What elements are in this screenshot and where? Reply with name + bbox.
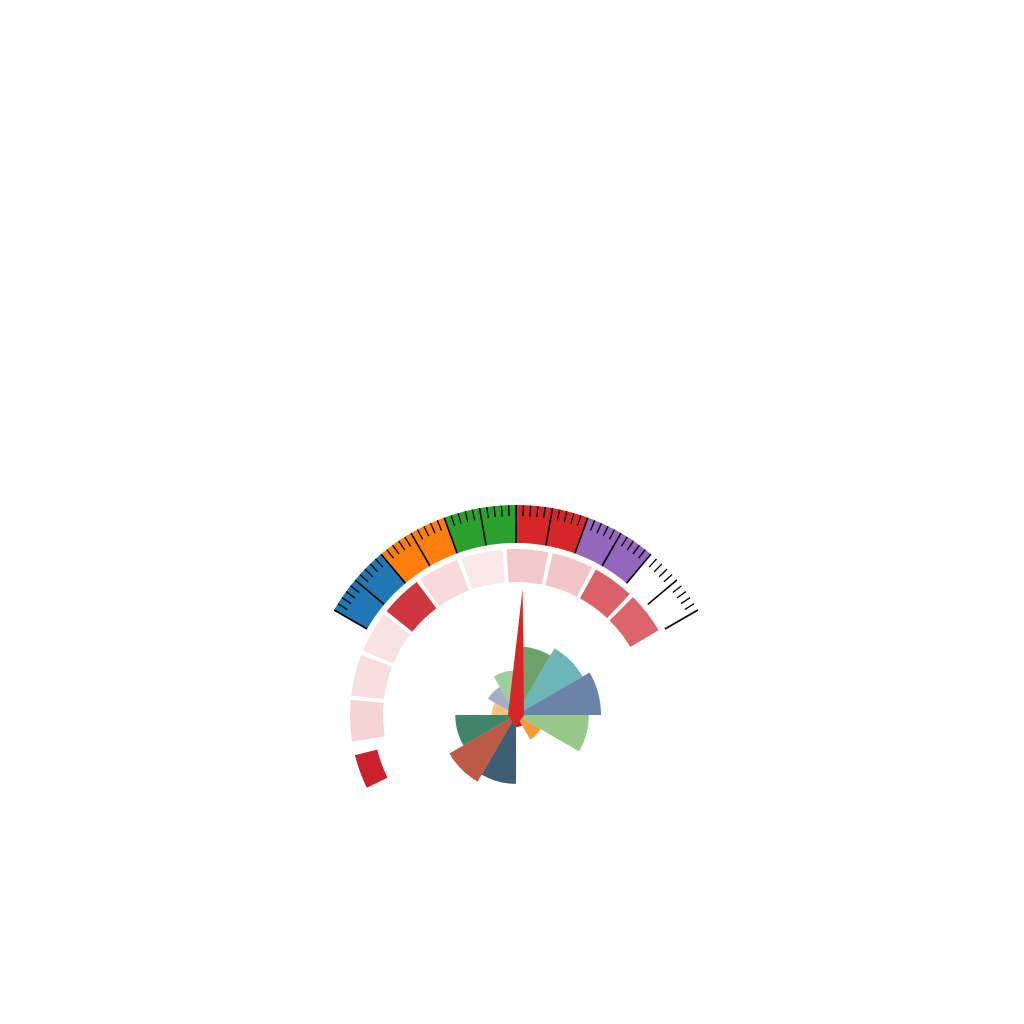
gauge-minor-tick <box>486 506 489 519</box>
gauge-major-tick <box>664 609 699 630</box>
gauge-minor-tick <box>386 549 394 559</box>
rose-sector-0 <box>516 646 551 715</box>
rose-sector-2 <box>516 672 601 715</box>
ring-segment-9 <box>609 597 659 647</box>
gauge-minor-tick <box>423 525 430 537</box>
gauge-minor-tick <box>341 597 352 605</box>
rose-sector-1 <box>516 648 583 715</box>
gauge-minor-tick <box>369 563 379 573</box>
gauge-major-tick <box>478 508 487 546</box>
ring-layer <box>349 549 659 788</box>
ring-segment-5 <box>461 549 505 590</box>
gauge-minor-tick <box>345 591 356 599</box>
gauge-minor-tick <box>429 522 436 534</box>
gauge-minor-tick <box>589 520 596 531</box>
gauge-major-tick <box>333 609 368 630</box>
gauge-minor-tick <box>392 544 400 555</box>
gauge-minor-tick <box>638 549 646 559</box>
ring-segment-0 <box>349 699 385 742</box>
gauge-major-tick <box>545 508 554 546</box>
ring-segment-4 <box>420 559 469 607</box>
gauge-minor-tick <box>632 544 640 555</box>
rose-sector-8 <box>455 715 516 746</box>
ring-segment-3 <box>386 581 437 632</box>
gauge-minor-tick <box>684 603 695 611</box>
gauge-minor-tick <box>563 511 568 523</box>
gauge-minor-tick <box>359 573 369 583</box>
ring-segment-1 <box>351 654 393 700</box>
gauge-minor-tick <box>626 540 634 551</box>
gauge-band-4 <box>574 517 651 584</box>
gauge-major-tick <box>574 517 589 554</box>
gauge-minor-tick <box>374 558 384 568</box>
gauge-major-tick <box>354 579 385 606</box>
gauge-minor-tick <box>676 591 687 599</box>
gauge-minor-tick <box>536 506 539 518</box>
gauge-minor-tick <box>663 573 673 583</box>
rose-sector-6 <box>481 715 516 784</box>
gauge-minor-tick <box>404 536 412 547</box>
gauge-major-tick <box>601 532 622 567</box>
gauge-minor-tick <box>529 505 532 517</box>
gauge-major-tick <box>443 517 458 554</box>
gauge-minor-tick <box>672 585 682 593</box>
rose-sector-4 <box>516 715 541 740</box>
gauge-minor-tick <box>450 515 456 526</box>
gauge-minor-tick <box>337 603 348 611</box>
gauge-minor-tick <box>620 536 628 547</box>
gauge-minor-tick <box>608 529 616 540</box>
gauge-minor-tick <box>464 511 469 523</box>
gauge-minor-tick <box>543 506 546 519</box>
gauge-minor-tick <box>556 509 561 521</box>
rose-sector-7 <box>449 715 516 782</box>
gauge-minor-tick <box>596 522 603 534</box>
gauge-tick-layer <box>333 505 699 630</box>
gauge-minor-tick <box>436 520 443 531</box>
gauge-major-tick <box>647 579 678 606</box>
gauge-minor-tick <box>602 525 609 537</box>
gauge-minor-tick <box>576 515 582 526</box>
gauge-major-tick <box>625 553 652 584</box>
gauge-minor-tick <box>658 568 668 578</box>
gauge-band-2 <box>444 505 516 554</box>
gauge-major-tick <box>410 532 431 567</box>
gauge-minor-tick <box>500 505 503 517</box>
rose-layer <box>449 646 601 784</box>
needle-layer <box>508 589 524 727</box>
gauge-needle <box>508 589 524 727</box>
gauge-band-1 <box>381 517 458 584</box>
ring-segment-2 <box>362 614 411 664</box>
gauge-band-3 <box>516 505 588 554</box>
gauge-minor-tick <box>416 529 424 540</box>
ring-outlier-segment <box>354 749 388 788</box>
gauge-minor-tick <box>398 540 406 551</box>
gauge-minor-tick <box>680 597 691 605</box>
gauge-minor-tick <box>570 512 575 524</box>
gauge-minor-tick <box>364 568 374 578</box>
gauge-minor-tick <box>493 506 496 518</box>
gauge-minor-tick <box>648 558 658 568</box>
ring-segment-8 <box>579 569 630 619</box>
gauge-major-tick <box>380 553 407 584</box>
rose-sector-3 <box>516 715 589 752</box>
gauge-minor-tick <box>471 509 476 521</box>
gauge-minor-tick <box>653 563 663 573</box>
ring-segment-7 <box>545 553 593 597</box>
gauge-minor-tick <box>457 512 462 524</box>
gauge-minor-tick <box>350 585 360 593</box>
ring-segment-6 <box>506 549 549 585</box>
